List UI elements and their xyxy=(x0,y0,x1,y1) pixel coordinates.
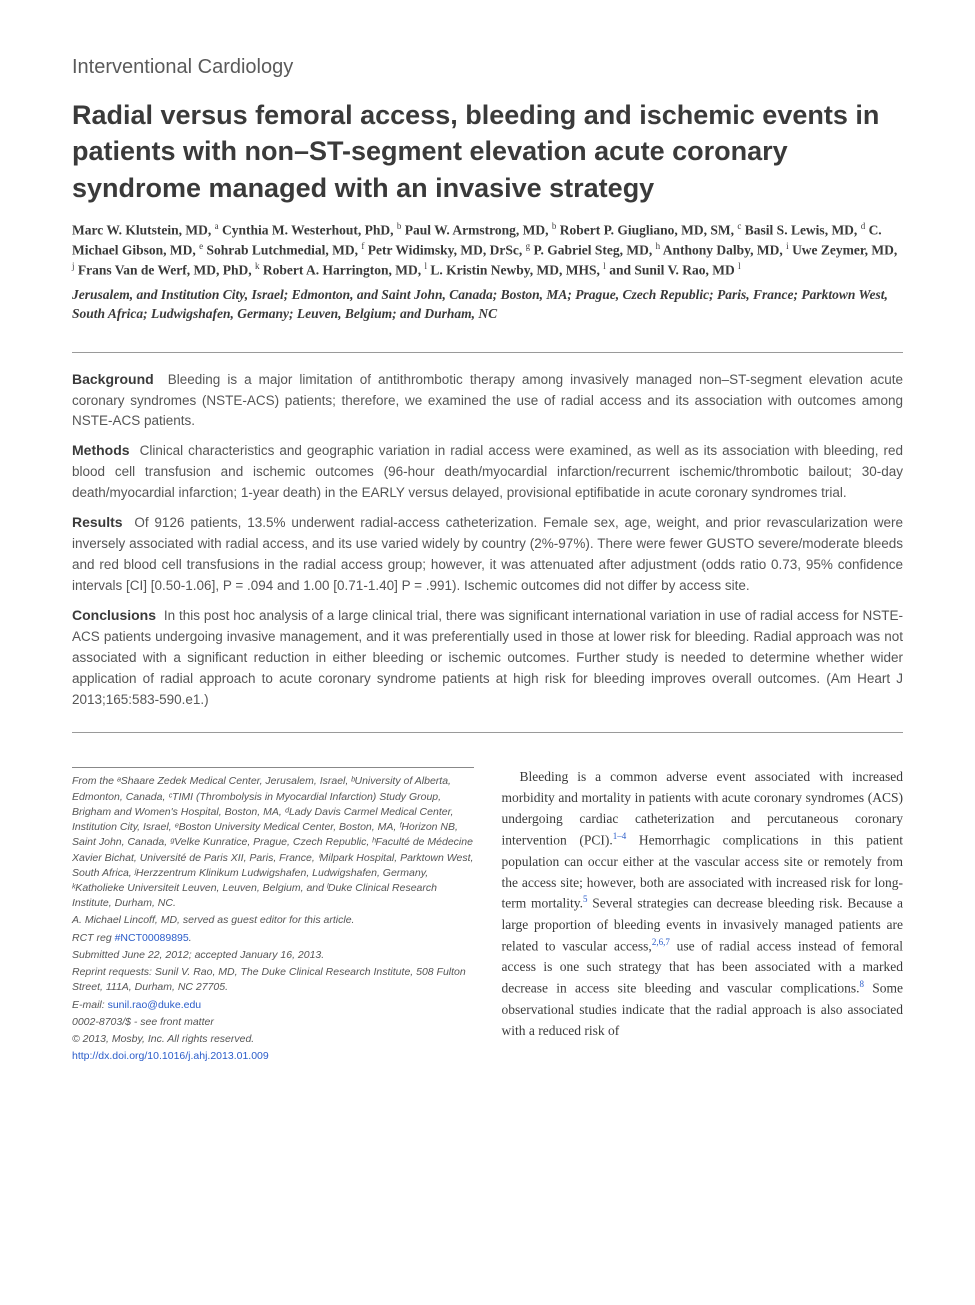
rct-number-link[interactable]: #NCT00089895 xyxy=(115,932,189,944)
abstract-results: Results Of 9126 patients, 13.5% underwen… xyxy=(72,512,903,597)
rule-bottom xyxy=(72,732,903,733)
abs-text-results: Of 9126 patients, 13.5% underwent radial… xyxy=(72,515,903,593)
body-paragraph-1: Bleeding is a common adverse event assoc… xyxy=(502,767,904,1041)
abs-text-background: Bleeding is a major limitation of antith… xyxy=(72,372,903,429)
guest-editor-note: A. Michael Lincoff, MD, served as guest … xyxy=(72,913,474,928)
email-link[interactable]: sunil.rao@duke.edu xyxy=(108,999,202,1011)
rct-label: RCT reg xyxy=(72,932,115,944)
rct-period: . xyxy=(189,932,192,944)
submitted-date: Submitted June 22, 2012; accepted Januar… xyxy=(72,948,474,963)
abs-heading-conclusions: Conclusions xyxy=(72,607,156,623)
abs-heading-results: Results xyxy=(72,514,123,530)
article-title: Radial versus femoral access, bleeding a… xyxy=(72,97,903,206)
abs-heading-methods: Methods xyxy=(72,442,130,458)
citation-ref-3[interactable]: 2,6,7 xyxy=(652,937,670,947)
abstract: Background Bleeding is a major limitatio… xyxy=(72,353,903,733)
lower-columns: From the ᵃShaare Zedek Medical Center, J… xyxy=(72,767,903,1066)
abstract-methods: Methods Clinical characteristics and geo… xyxy=(72,440,903,504)
footnote-block: From the ᵃShaare Zedek Medical Center, J… xyxy=(72,767,474,1066)
affiliation-cities: Jerusalem, and Institution City, Israel;… xyxy=(72,285,903,324)
reprint-requests: Reprint requests: Sunil V. Rao, MD, The … xyxy=(72,965,474,995)
abs-heading-background: Background xyxy=(72,371,154,387)
body-text-column: Bleeding is a common adverse event assoc… xyxy=(502,767,904,1066)
email-label: E-mail: xyxy=(72,999,108,1011)
citation-ref-1[interactable]: 1–4 xyxy=(613,831,627,841)
author-list: Marc W. Klutstein, MD, a Cynthia M. West… xyxy=(72,220,903,280)
abstract-background: Background Bleeding is a major limitatio… xyxy=(72,369,903,433)
abs-text-conclusions: In this post hoc analysis of a large cli… xyxy=(72,608,903,707)
email-line: E-mail: sunil.rao@duke.edu xyxy=(72,998,474,1013)
rct-reg: RCT reg #NCT00089895. xyxy=(72,931,474,946)
section-label: Interventional Cardiology xyxy=(72,56,903,79)
abs-text-methods: Clinical characteristics and geographic … xyxy=(72,443,903,500)
affiliations-detail: From the ᵃShaare Zedek Medical Center, J… xyxy=(72,774,474,911)
abstract-conclusions: Conclusions In this post hoc analysis of… xyxy=(72,605,903,711)
doi-link[interactable]: http://dx.doi.org/10.1016/j.ahj.2013.01.… xyxy=(72,1050,269,1062)
issn-line: 0002-8703/$ - see front matter xyxy=(72,1015,474,1030)
copyright-line: © 2013, Mosby, Inc. All rights reserved. xyxy=(72,1032,474,1047)
